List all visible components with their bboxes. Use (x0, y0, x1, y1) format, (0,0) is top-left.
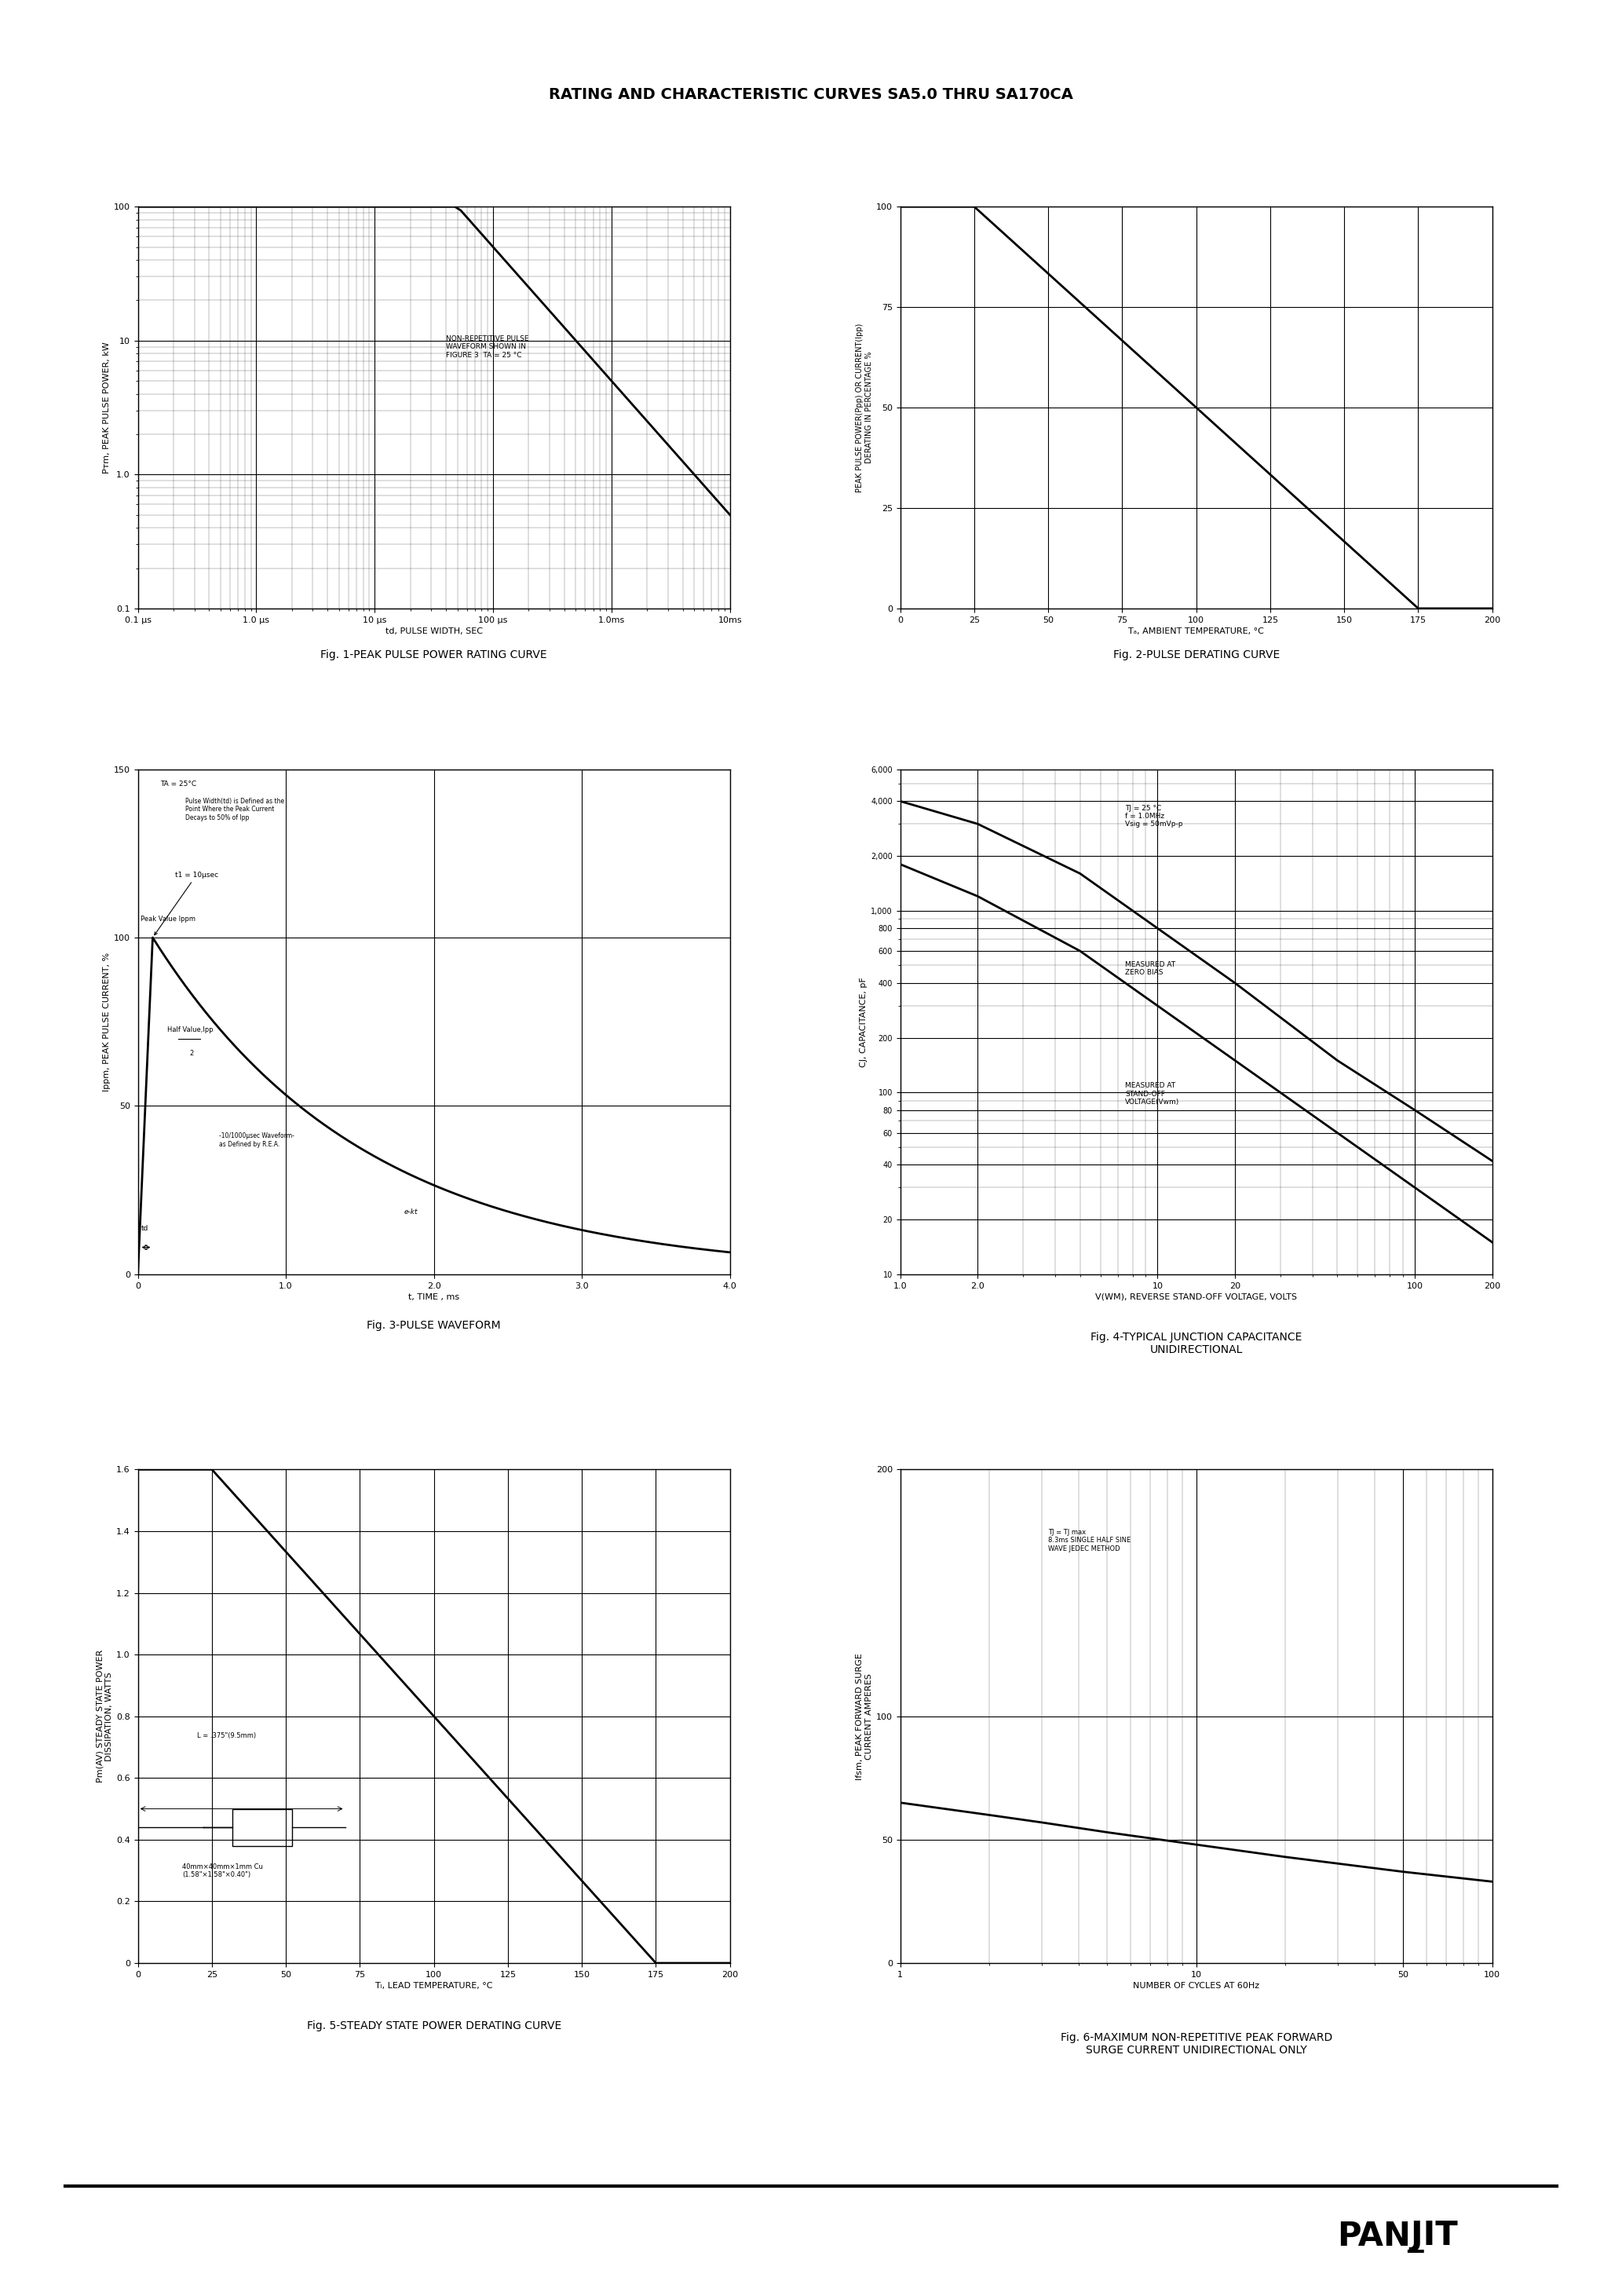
Y-axis label: PEAK PULSE POWER(Ppp) OR CURRENT(Ipp)
DERATING IN PERCENTAGE %: PEAK PULSE POWER(Ppp) OR CURRENT(Ipp) DE… (856, 324, 873, 491)
Text: RATING AND CHARACTERISTIC CURVES SA5.0 THRU SA170CA: RATING AND CHARACTERISTIC CURVES SA5.0 T… (548, 87, 1074, 101)
Text: TJ = TJ max
8.3ms SINGLE HALF SINE
WAVE JEDEC METHOD: TJ = TJ max 8.3ms SINGLE HALF SINE WAVE … (1048, 1529, 1131, 1552)
Text: 2: 2 (190, 1049, 193, 1056)
Text: Peak Value Ippm: Peak Value Ippm (141, 916, 196, 923)
Y-axis label: Pm(AV) STEADY STATE POWER
DISSIPATION, WATTS: Pm(AV) STEADY STATE POWER DISSIPATION, W… (96, 1651, 114, 1782)
Text: t1 = 10µsec: t1 = 10µsec (154, 872, 217, 934)
Text: NON-REPETITIVE PULSE
WAVEFORM SHOWN IN
FIGURE 3  TA = 25 °C: NON-REPETITIVE PULSE WAVEFORM SHOWN IN F… (446, 335, 529, 358)
Text: e-kt: e-kt (404, 1208, 418, 1215)
Text: Fig. 1-PEAK PULSE POWER RATING CURVE: Fig. 1-PEAK PULSE POWER RATING CURVE (321, 650, 547, 661)
Y-axis label: CJ, CAPACITANCE, pF: CJ, CAPACITANCE, pF (860, 976, 868, 1068)
X-axis label: Tₐ, AMBIENT TEMPERATURE, °C: Tₐ, AMBIENT TEMPERATURE, °C (1129, 627, 1264, 636)
X-axis label: Tₗ, LEAD TEMPERATURE, °C: Tₗ, LEAD TEMPERATURE, °C (375, 1981, 493, 1991)
Text: TA = 25°C: TA = 25°C (161, 781, 196, 788)
Text: Pulse Width(td) is Defined as the
Point Where the Peak Current
Decays to 50% of : Pulse Width(td) is Defined as the Point … (185, 797, 284, 822)
X-axis label: V(WM), REVERSE STAND-OFF VOLTAGE, VOLTS: V(WM), REVERSE STAND-OFF VOLTAGE, VOLTS (1095, 1293, 1298, 1302)
Y-axis label: Ifsm, PEAK FORWARD SURGE
CURRENT AMPERES: Ifsm, PEAK FORWARD SURGE CURRENT AMPERES (856, 1653, 873, 1779)
Text: L = .375"(9.5mm): L = .375"(9.5mm) (198, 1733, 256, 1740)
Text: Half Value,Ipp: Half Value,Ipp (167, 1026, 214, 1033)
X-axis label: td, PULSE WIDTH, SEC: td, PULSE WIDTH, SEC (384, 627, 483, 636)
Text: Fig. 6-MAXIMUM NON-REPETITIVE PEAK FORWARD
SURGE CURRENT UNIDIRECTIONAL ONLY: Fig. 6-MAXIMUM NON-REPETITIVE PEAK FORWA… (1061, 2032, 1332, 2055)
Text: MEASURED AT
STAND-OFF
VOLTAGE(Vwm): MEASURED AT STAND-OFF VOLTAGE(Vwm) (1126, 1081, 1179, 1107)
Text: -10/1000µsec Waveform-
as Defined by R.E.A.: -10/1000µsec Waveform- as Defined by R.E… (219, 1132, 295, 1148)
Text: PAN: PAN (1338, 2220, 1411, 2252)
Text: Fig. 5-STEADY STATE POWER DERATING CURVE: Fig. 5-STEADY STATE POWER DERATING CURVE (307, 2020, 561, 2032)
X-axis label: NUMBER OF CYCLES AT 60Hz: NUMBER OF CYCLES AT 60Hz (1134, 1981, 1259, 1991)
Text: Fig. 4-TYPICAL JUNCTION CAPACITANCE
UNIDIRECTIONAL: Fig. 4-TYPICAL JUNCTION CAPACITANCE UNID… (1090, 1332, 1302, 1355)
Text: MEASURED AT
ZERO BIAS: MEASURED AT ZERO BIAS (1126, 962, 1176, 976)
Text: td: td (141, 1226, 148, 1233)
Text: J̲IT: J̲IT (1411, 2220, 1458, 2252)
Y-axis label: Pᴛm, PEAK PULSE POWER, kW: Pᴛm, PEAK PULSE POWER, kW (102, 342, 110, 473)
Text: TJ = 25 °C
f = 1.0MHz
Vsig = 50mVp-p: TJ = 25 °C f = 1.0MHz Vsig = 50mVp-p (1126, 804, 1182, 829)
Text: Fig. 2-PULSE DERATING CURVE: Fig. 2-PULSE DERATING CURVE (1113, 650, 1280, 661)
Text: 40mm×40mm×1mm Cu
(1.58"×1.58"×0.40"): 40mm×40mm×1mm Cu (1.58"×1.58"×0.40") (182, 1862, 263, 1878)
Y-axis label: Ippm, PEAK PULSE CURRENT, %: Ippm, PEAK PULSE CURRENT, % (102, 953, 110, 1091)
X-axis label: t, TIME , ms: t, TIME , ms (409, 1293, 459, 1302)
Text: Fig. 3-PULSE WAVEFORM: Fig. 3-PULSE WAVEFORM (367, 1320, 501, 1332)
